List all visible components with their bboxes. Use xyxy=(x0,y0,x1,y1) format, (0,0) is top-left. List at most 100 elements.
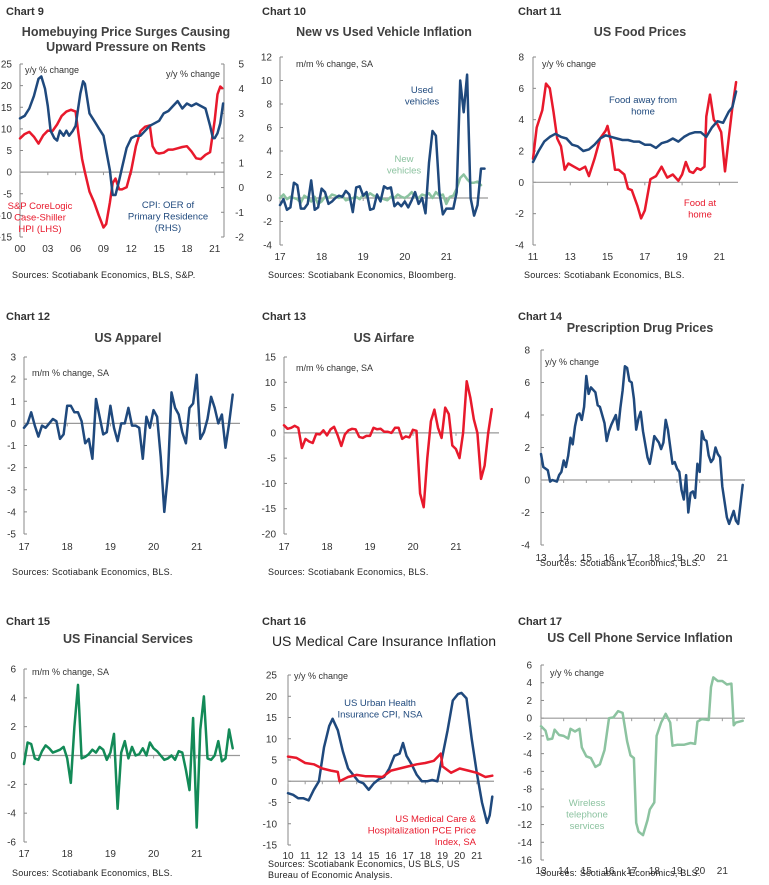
x-tick-label: 00 xyxy=(14,244,26,255)
chart-11-panel: Chart 11 US Food Prices -4 -2 0 2 4 6 8 11 13 15 1… xyxy=(512,0,769,295)
y-tick-label: -10 xyxy=(262,479,277,490)
chart-10-panel: Chart 10 New vs Used Vehicle Inflation -… xyxy=(256,0,512,295)
chart-11-plot: -4 -2 0 2 4 6 8 11 13 15 17 19 21 y/y % change Food aw… xyxy=(515,53,738,263)
y-tick-label: -6 xyxy=(523,767,532,778)
x-tick-label: 06 xyxy=(70,244,82,255)
series-annotation: New xyxy=(394,154,413,165)
x-tick-label: 20 xyxy=(148,849,160,860)
x-tick-label: 20 xyxy=(148,542,160,553)
x-tick-label: 19 xyxy=(671,553,683,564)
y-tick-label: -15 xyxy=(262,504,277,515)
x-tick-label: 21 xyxy=(441,252,453,263)
y-tick-label: 0 xyxy=(518,178,524,189)
x-tick-label: 20 xyxy=(694,553,706,564)
y-tick-label: 4 xyxy=(524,411,530,422)
y-tick-label: 2 xyxy=(266,170,272,181)
series-line-us-urban-health-insurance-cpi-nsa xyxy=(286,691,494,825)
x-tick-label: 17 xyxy=(626,866,638,877)
series-annotation: Hospitalization PCE Price xyxy=(368,826,476,837)
y-tick-label: 0 xyxy=(10,419,16,430)
chart-source: Sources: Scotiabank Economics, BLS, S&P. xyxy=(12,270,196,280)
x-tick-label: 15 xyxy=(581,553,593,564)
y-tick-label: 6 xyxy=(518,84,524,95)
chart-number: Chart 11 xyxy=(518,6,562,18)
y-tick-label: 4 xyxy=(518,115,524,126)
series-annotation: Food away from xyxy=(609,95,677,106)
y2-tick-label: 2 xyxy=(238,134,244,145)
x-tick-label: 13 xyxy=(535,866,547,877)
y-tick-label: 4 xyxy=(526,678,532,689)
x-tick-label: 14 xyxy=(558,553,570,564)
y-tick-label: 6 xyxy=(266,123,272,134)
x-tick-label: 17 xyxy=(626,553,638,564)
chart-14-plot: -4 -2 0 2 4 6 8 13 14 15 16 17 18 19 20 21 y/y % change xyxy=(521,346,745,564)
series-line-s-p-corelogic-case-shiller-hpi-lhs- xyxy=(18,85,224,229)
y2-tick-label: -1 xyxy=(235,208,244,219)
y-tick-label: 12 xyxy=(261,53,273,64)
chart-number: Chart 16 xyxy=(262,616,307,628)
series-annotation: Primary Residence xyxy=(128,212,208,223)
series-annotation: vehicles xyxy=(405,97,440,108)
x-tick-label: 19 xyxy=(364,542,376,553)
y-tick-label: -14 xyxy=(518,838,533,849)
x-tick-label: 18 xyxy=(649,553,661,564)
chart-14-panel: Chart 14 Prescription Drug Prices -4 -2 0 2… xyxy=(512,305,769,600)
series-line-us-medical-care-hospitalization-pce-price-index-sa xyxy=(286,752,494,783)
y-tick-label: 0 xyxy=(6,168,12,179)
chart-16-panel: Chart 16 US Medical Care Insurance Infla… xyxy=(256,610,512,885)
y-tick-label: -16 xyxy=(518,856,533,867)
y-tick-label: -3 xyxy=(7,485,16,496)
y-tick-label: -1 xyxy=(7,441,16,452)
chart-number: Chart 15 xyxy=(6,616,51,628)
y-tick-label: -15 xyxy=(263,841,278,852)
chart-number: Chart 9 xyxy=(6,6,44,18)
chart-source: Sources: Scotiabank Economics, BLS. xyxy=(540,558,701,568)
y-tick-label: -5 xyxy=(267,454,276,465)
series-annotation: Index, SA xyxy=(435,837,477,848)
chart-title: US Airfare xyxy=(353,331,415,345)
y-tick-label: -5 xyxy=(268,798,277,809)
chart-12-panel: Chart 12 US Apparel -5 -4 -3 -2 -1 0 1 2 3 17 18 19… xyxy=(0,305,256,600)
y-tick-label: -4 xyxy=(7,507,16,518)
x-tick-label: 21 xyxy=(714,252,726,263)
x-tick-label: 19 xyxy=(677,252,689,263)
y-tick-label: 10 xyxy=(265,378,277,389)
y2-tick-label: 4 xyxy=(238,84,244,95)
y-tick-label: -2 xyxy=(7,780,16,791)
x-tick-label: 13 xyxy=(334,851,346,862)
y-tick-label: 10 xyxy=(266,734,278,745)
y2-tick-label: 3 xyxy=(238,109,244,120)
y-tick-label: 0 xyxy=(524,476,530,487)
x-tick-label: 15 xyxy=(368,851,380,862)
x-tick-label: 09 xyxy=(98,244,110,255)
x-tick-label: 21 xyxy=(471,851,483,862)
y-tick-label: -2 xyxy=(7,463,16,474)
x-tick-label: 15 xyxy=(581,866,593,877)
y-tick-label: 0 xyxy=(271,777,277,788)
series-line-food-at-home xyxy=(531,80,738,220)
y-tick-label: 2 xyxy=(10,722,16,733)
series-annotation: Insurance CPI, NSA xyxy=(337,710,423,721)
series-annotation: home xyxy=(688,210,712,221)
x-tick-label: 20 xyxy=(399,252,411,263)
x-tick-label: 16 xyxy=(385,851,397,862)
x-tick-label: 18 xyxy=(316,252,328,263)
chart-9-plot: -15-10-505101520250003060912151821-2-101… xyxy=(0,60,244,256)
chart-16-plot: -15 -10 -5 0 5 10 15 20 25 10 11 12 13 14 15 16 17 18 19 20… xyxy=(263,671,494,862)
x-tick-label: 18 xyxy=(62,849,74,860)
chart-number: Chart 13 xyxy=(262,311,307,323)
y-tick-label: 2 xyxy=(524,443,530,454)
x-tick-label: 17 xyxy=(278,542,290,553)
series-line-prescription-drugs xyxy=(539,365,744,526)
y-tick-label: 15 xyxy=(1,103,13,114)
y-tick-label: 20 xyxy=(266,692,278,703)
chart-number: Chart 14 xyxy=(518,311,563,323)
right-unit-label: y/y % change xyxy=(166,69,220,79)
unit-label: y/y % change xyxy=(550,668,604,678)
x-tick-label: 21 xyxy=(717,553,729,564)
y-tick-label: -2 xyxy=(523,731,532,742)
chart-15-panel: Chart 15 US Financial Services -6 -4 -2 0 2 4… xyxy=(0,610,256,885)
x-tick-label: 19 xyxy=(105,849,117,860)
chart-17-panel: Chart 17 US Cell Phone Service Inflation… xyxy=(512,610,769,885)
x-tick-label: 17 xyxy=(18,849,30,860)
